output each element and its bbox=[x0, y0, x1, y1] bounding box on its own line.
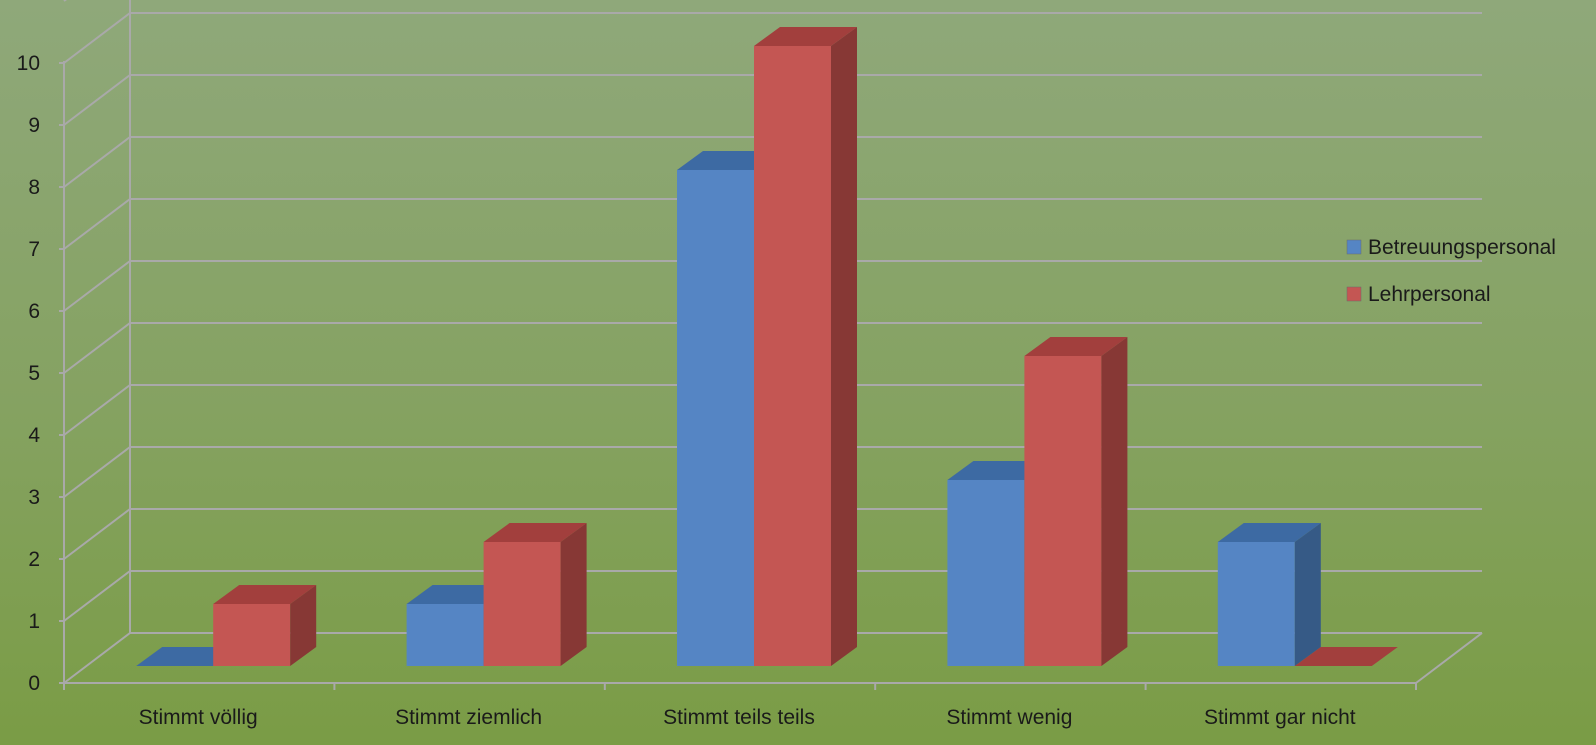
y-tick-label: 2 bbox=[28, 548, 40, 571]
legend-label: Betreuungspersonal bbox=[1368, 236, 1556, 259]
bar-front bbox=[754, 46, 831, 666]
side-gridline bbox=[63, 632, 131, 684]
bar-front bbox=[406, 604, 484, 666]
bar-side bbox=[1294, 523, 1321, 666]
axes bbox=[59, 61, 1483, 690]
side-gridline bbox=[63, 136, 131, 188]
side-gridline bbox=[63, 446, 131, 498]
y-tick-label: 8 bbox=[28, 176, 40, 199]
bar-top bbox=[1024, 337, 1128, 356]
bar-top bbox=[1294, 647, 1398, 666]
x-category-label: Stimmt gar nicht bbox=[1204, 706, 1356, 729]
bar-top bbox=[483, 523, 587, 542]
bar bbox=[483, 523, 587, 666]
bar bbox=[1024, 337, 1128, 666]
side-gridline bbox=[63, 260, 131, 312]
y-tick-label: 9 bbox=[28, 114, 40, 137]
bar-top bbox=[213, 585, 317, 604]
bar-front bbox=[947, 480, 1025, 666]
side-gridline bbox=[63, 508, 131, 560]
side-gridline bbox=[63, 198, 131, 250]
bar bbox=[1217, 523, 1321, 666]
side-gridline bbox=[63, 322, 131, 374]
legend-label: Lehrpersonal bbox=[1368, 283, 1491, 306]
bar-front bbox=[1217, 542, 1295, 666]
y-tick-labels: 0 1 2 3 4 5 6 7 8 9 10 bbox=[17, 52, 41, 695]
x-category-label: Stimmt ziemlich bbox=[395, 706, 542, 729]
x-category-label: Stimmt teils teils bbox=[663, 706, 815, 729]
y-tick-label: 5 bbox=[28, 362, 40, 385]
side-gridline bbox=[63, 0, 67, 2]
y-tick-label: 4 bbox=[28, 424, 40, 447]
bar bbox=[754, 27, 857, 666]
side-gridline bbox=[63, 74, 131, 126]
side-gridline bbox=[63, 12, 131, 64]
y-tick-label: 7 bbox=[28, 238, 40, 261]
legend-swatch bbox=[1346, 286, 1362, 302]
y-tick-label: 1 bbox=[28, 610, 40, 633]
floor-right-edge bbox=[1415, 632, 1483, 684]
bar-side bbox=[1101, 337, 1128, 666]
x-category-labels: Stimmt völlig Stimmt ziemlich Stimmt teils… bbox=[139, 706, 1356, 729]
bar-front bbox=[677, 170, 754, 666]
side-gridline bbox=[63, 384, 131, 436]
y-tick-label: 10 bbox=[17, 52, 40, 75]
legend-swatch bbox=[1346, 239, 1362, 255]
y-tick-label: 6 bbox=[28, 300, 40, 323]
bar-front bbox=[213, 604, 291, 666]
bar bbox=[213, 585, 317, 666]
bar-side bbox=[831, 27, 857, 666]
bar bbox=[1294, 647, 1398, 666]
side-gridline bbox=[63, 570, 131, 622]
bar-front bbox=[483, 542, 561, 666]
bar-side bbox=[290, 585, 317, 666]
legend: Betreuungspersonal Lehrpersonal bbox=[1346, 236, 1556, 306]
x-category-label: Stimmt völlig bbox=[139, 706, 258, 729]
bar-side bbox=[560, 523, 587, 666]
bar-top bbox=[1217, 523, 1321, 542]
bar-front bbox=[1024, 356, 1102, 666]
bars bbox=[136, 27, 1398, 666]
y-tick-label: 3 bbox=[28, 486, 40, 509]
x-category-label: Stimmt wenig bbox=[946, 706, 1072, 729]
bar-top bbox=[754, 27, 857, 46]
y-tick-label: 0 bbox=[28, 672, 40, 695]
